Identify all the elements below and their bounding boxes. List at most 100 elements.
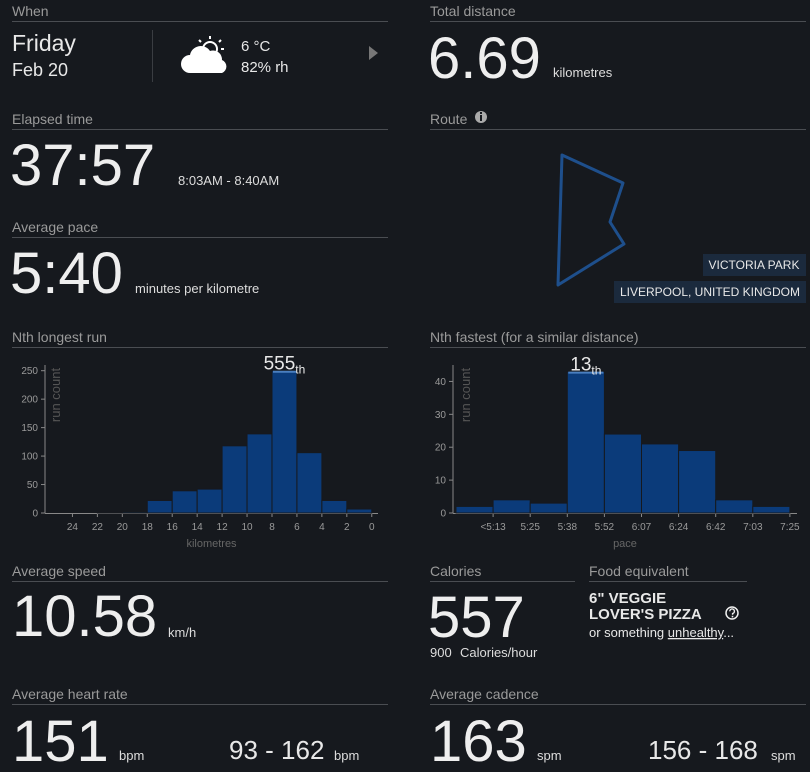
x-tick-label: 7:03	[743, 522, 763, 533]
bar	[246, 433, 273, 514]
note: or something	[589, 625, 664, 640]
x-tick-label: 20	[117, 522, 129, 533]
x-axis-label: kilometres	[186, 538, 237, 550]
elapsed-value: 37:57	[10, 133, 155, 198]
y-tick-label: 40	[435, 377, 447, 388]
bar	[121, 511, 148, 514]
section-label: Average cadence	[430, 686, 539, 702]
date: Feb 20	[12, 60, 68, 80]
x-tick-label: 22	[92, 522, 104, 533]
bar	[455, 505, 494, 514]
humidity: 82% rh	[241, 59, 289, 76]
food-line: LOVER'S PIZZA	[589, 606, 702, 623]
heart-value: 151	[12, 709, 109, 772]
bar	[603, 433, 643, 514]
speed-unit: km/h	[168, 625, 196, 640]
x-tick-label: 24	[67, 522, 79, 533]
x-tick-label: 16	[167, 522, 179, 533]
section-label: Route	[430, 111, 468, 127]
bar	[492, 499, 531, 514]
park-label: VICTORIA PARK	[709, 258, 800, 272]
calories-value: 557	[428, 585, 525, 650]
bar	[321, 499, 348, 514]
y-tick-label: 0	[440, 509, 446, 520]
food-note: or something unhealthy...	[589, 625, 734, 640]
x-tick-label: 6:24	[669, 522, 689, 533]
calories-rate-unit: Calories/hour	[460, 645, 538, 660]
location-label: LIVERPOOL, UNITED KINGDOM	[620, 285, 800, 299]
y-tick-label: 250	[21, 366, 38, 377]
time-range: 8:03AM - 8:40AM	[178, 173, 279, 188]
section-label: Nth fastest (for a similar distance)	[430, 329, 639, 345]
weather-icon	[181, 36, 227, 73]
bar	[296, 452, 323, 514]
speed-value: 10.58	[12, 584, 157, 649]
heart-range: 93 - 162	[229, 735, 324, 765]
section-label: Total distance	[430, 3, 516, 19]
x-tick-label: 10	[241, 522, 253, 533]
y-tick-label: 0	[32, 509, 38, 520]
bar	[678, 450, 717, 514]
y-tick-label: 200	[21, 395, 38, 406]
y-axis-label: run count	[458, 368, 473, 423]
section-label: When	[12, 3, 49, 19]
bar	[196, 488, 223, 514]
annotation: 13th	[570, 355, 601, 378]
annotation: 555th	[264, 354, 306, 377]
label-box	[703, 254, 806, 276]
info-icon[interactable]	[475, 111, 487, 123]
x-tick-label: 2	[344, 522, 350, 533]
heart-unit: bpm	[119, 748, 144, 763]
bar	[146, 499, 173, 514]
day: Friday	[12, 30, 76, 56]
distance-value: 6.69	[428, 26, 541, 91]
x-tick-label: 7:25	[780, 522, 800, 533]
food-line: 6" VEGGIE	[589, 590, 666, 607]
rank: 13	[570, 355, 591, 376]
bar	[715, 499, 754, 514]
bar	[346, 508, 373, 514]
x-tick-label: 12	[217, 522, 229, 533]
link[interactable]: unhealthy	[668, 625, 725, 640]
bar	[529, 502, 568, 514]
y-tick-label: 30	[435, 410, 447, 421]
cadence-range-unit: spm	[771, 748, 796, 763]
cadence-unit: spm	[537, 748, 562, 763]
y-tick-label: 50	[27, 480, 39, 491]
rank-suffix: th	[295, 363, 305, 377]
x-tick-label: 6:07	[632, 522, 652, 533]
section-label: Average heart rate	[12, 686, 128, 702]
x-tick-label: 18	[142, 522, 154, 533]
bar	[221, 445, 248, 514]
section-label: Calories	[430, 563, 481, 579]
section-label: Food equivalent	[589, 563, 689, 579]
rank-suffix: th	[591, 364, 601, 378]
temperature: 6 °C	[241, 38, 271, 55]
x-tick-label: 5:38	[558, 522, 578, 533]
bar	[96, 511, 123, 514]
calories-rate: 900	[430, 645, 452, 660]
y-tick-label: 100	[21, 452, 38, 463]
distance-unit: kilometres	[553, 65, 613, 80]
next-arrow[interactable]	[369, 46, 378, 60]
cadence-range: 156 - 168	[648, 735, 758, 765]
bar	[271, 370, 298, 514]
x-tick-label: 14	[192, 522, 204, 533]
cadence-value: 163	[430, 709, 527, 772]
section-label: Elapsed time	[12, 111, 93, 127]
heart-range-unit: bpm	[334, 748, 359, 763]
label-box	[614, 281, 806, 303]
x-tick-label: 5:25	[520, 522, 540, 533]
bar	[171, 490, 198, 514]
bar	[752, 505, 791, 514]
y-tick-label: 150	[21, 423, 38, 434]
x-tick-label: 0	[369, 522, 375, 533]
y-tick-label: 20	[435, 443, 447, 454]
bar	[641, 443, 680, 514]
x-tick-label: 6:42	[706, 522, 726, 533]
rank: 555	[264, 354, 296, 375]
help-icon[interactable]	[725, 606, 739, 620]
ellipsis: ...	[723, 625, 734, 640]
section-label: Average pace	[12, 219, 98, 235]
